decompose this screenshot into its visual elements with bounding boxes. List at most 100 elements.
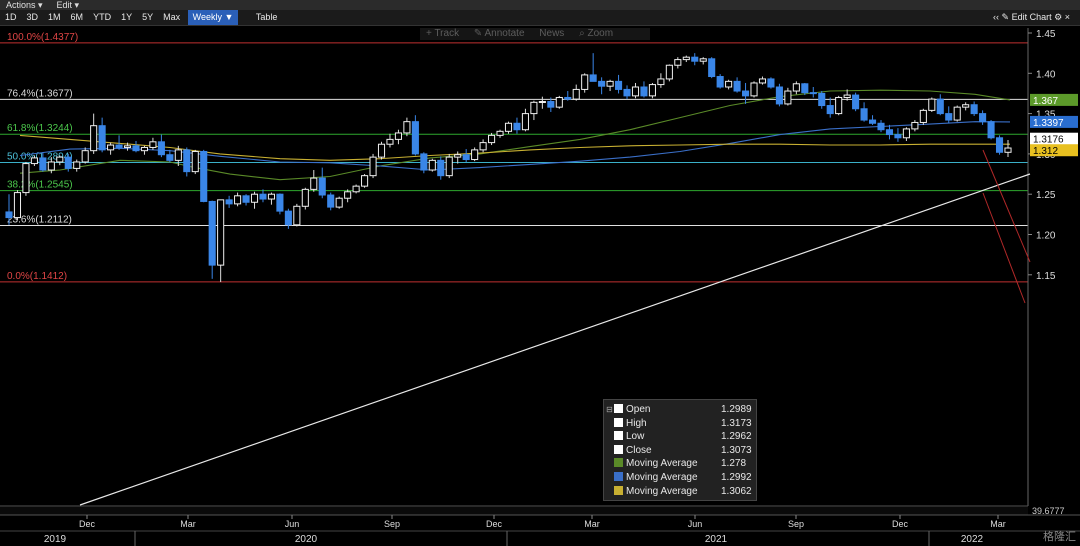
candle [445, 156, 453, 177]
price-tag-label: 1.3397 [1033, 118, 1064, 129]
price-tag [1030, 132, 1078, 145]
zoom-button[interactable]: ⌕ Zoom [579, 28, 614, 39]
price-tag-label: 1.3176 [1033, 135, 1064, 146]
legend-value: 1.2989 [721, 404, 752, 415]
candle [691, 56, 699, 62]
candle [174, 149, 182, 161]
timeframe-3d[interactable]: 3D [26, 12, 39, 22]
lower-panel-label: 39.6777 [1032, 506, 1065, 516]
candle [344, 191, 352, 199]
moving-average-line-1 [19, 89, 1011, 181]
candle [818, 92, 826, 107]
x-year-label: 2022 [961, 534, 984, 545]
lower-panel [0, 507, 1028, 515]
timeframe-max[interactable]: Max [163, 12, 181, 22]
candle [47, 161, 55, 171]
candle [56, 156, 64, 163]
edit-chart-button[interactable]: Edit Chart [1011, 12, 1052, 22]
candle [293, 205, 301, 226]
edit-chart-area: ‹‹ ✎ Edit Chart ⚙ × [993, 10, 1070, 25]
timeframe-1y[interactable]: 1Y [121, 12, 133, 22]
candle [276, 193, 284, 212]
legend-row: Open 1.2989 [614, 403, 754, 416]
y-tick-label: 1.35 [1036, 110, 1056, 121]
x-year-label: 2019 [44, 534, 67, 545]
candle [657, 78, 665, 86]
y-tick-label: 1.30 [1036, 150, 1056, 161]
candle [420, 153, 428, 171]
watermark: 格隆汇 [1043, 531, 1076, 543]
candle [462, 154, 470, 161]
candle [191, 150, 199, 173]
candle [39, 157, 47, 171]
legend-row: Moving Average 1.3062 [614, 485, 754, 498]
candle [479, 142, 487, 151]
timeframe-5y[interactable]: 5Y [142, 12, 154, 22]
candle [775, 86, 783, 105]
candle [708, 58, 716, 78]
candle [640, 86, 648, 97]
candle [699, 58, 707, 62]
candle [1004, 147, 1012, 153]
x-month-label: Dec [486, 519, 503, 529]
actions-menu[interactable]: Actions ▾ [6, 0, 43, 10]
timeframe-6m[interactable]: 6M [70, 12, 84, 22]
channel-lower-line [982, 192, 1026, 304]
legend-swatch [614, 458, 623, 468]
fib-level-label: 76.4%(1.3677) [7, 88, 73, 99]
candle [488, 134, 496, 144]
candle [801, 83, 809, 94]
candle [674, 59, 682, 66]
trendline [79, 173, 1031, 506]
candle [377, 143, 386, 158]
candle [852, 94, 860, 110]
candle [123, 145, 132, 148]
news-button[interactable]: News [539, 28, 565, 39]
annotate-button[interactable]: ✎ Annotate [473, 28, 525, 39]
candle [22, 163, 30, 194]
candle [750, 82, 758, 97]
timeframe-ytd[interactable]: YTD [93, 12, 112, 22]
legend-row: Moving Average 1.2992 [614, 471, 754, 484]
candle [555, 96, 563, 108]
candle [132, 145, 140, 152]
timeframe-1d[interactable]: 1D [5, 12, 17, 22]
legend-swatch [614, 431, 623, 441]
legend-swatch [614, 444, 623, 454]
candle [30, 157, 38, 165]
candle [564, 96, 572, 100]
x-month-label: Sep [384, 519, 400, 529]
candle [936, 98, 944, 115]
candle [352, 185, 360, 193]
candle [682, 56, 690, 61]
chart-controls-icon[interactable]: ‹‹ ✎ [993, 12, 1010, 22]
fib-level-label: 38.2%(1.2545) [7, 180, 73, 191]
period-dropdown[interactable]: Weekly ▼ [187, 10, 239, 25]
candle [665, 64, 673, 80]
legend-swatch [614, 485, 623, 495]
legend-collapse-icon[interactable]: ⊟ [606, 405, 613, 414]
edit-menu[interactable]: Edit ▾ [56, 0, 80, 10]
candle [454, 154, 462, 158]
candle [5, 211, 13, 219]
legend-name: Open [626, 404, 651, 415]
candle [606, 80, 614, 87]
candle [471, 149, 479, 161]
y-tick-label: 1.40 [1036, 69, 1056, 80]
candle [394, 132, 402, 140]
close-icon[interactable]: × [1064, 12, 1070, 22]
candle [792, 83, 800, 92]
candle [767, 78, 775, 88]
candle [877, 122, 885, 131]
gear-icon[interactable]: ⚙ [1054, 12, 1063, 22]
x-month-label: Mar [990, 519, 1006, 529]
track-button[interactable]: + Track [426, 28, 460, 39]
table-button[interactable]: Table [255, 12, 278, 22]
candle [81, 150, 89, 163]
legend-swatch [614, 417, 623, 427]
candle [140, 146, 149, 152]
toolbar: 1D 3D 1M 6M YTD 1Y 5Y Max Weekly ▼ Table ‹‹ ✎ E… [0, 10, 1080, 26]
timeframe-1m[interactable]: 1M [48, 12, 61, 22]
chart-subtoolbar: + Track ✎ Annotate News ⌕ Zoom [420, 28, 650, 40]
